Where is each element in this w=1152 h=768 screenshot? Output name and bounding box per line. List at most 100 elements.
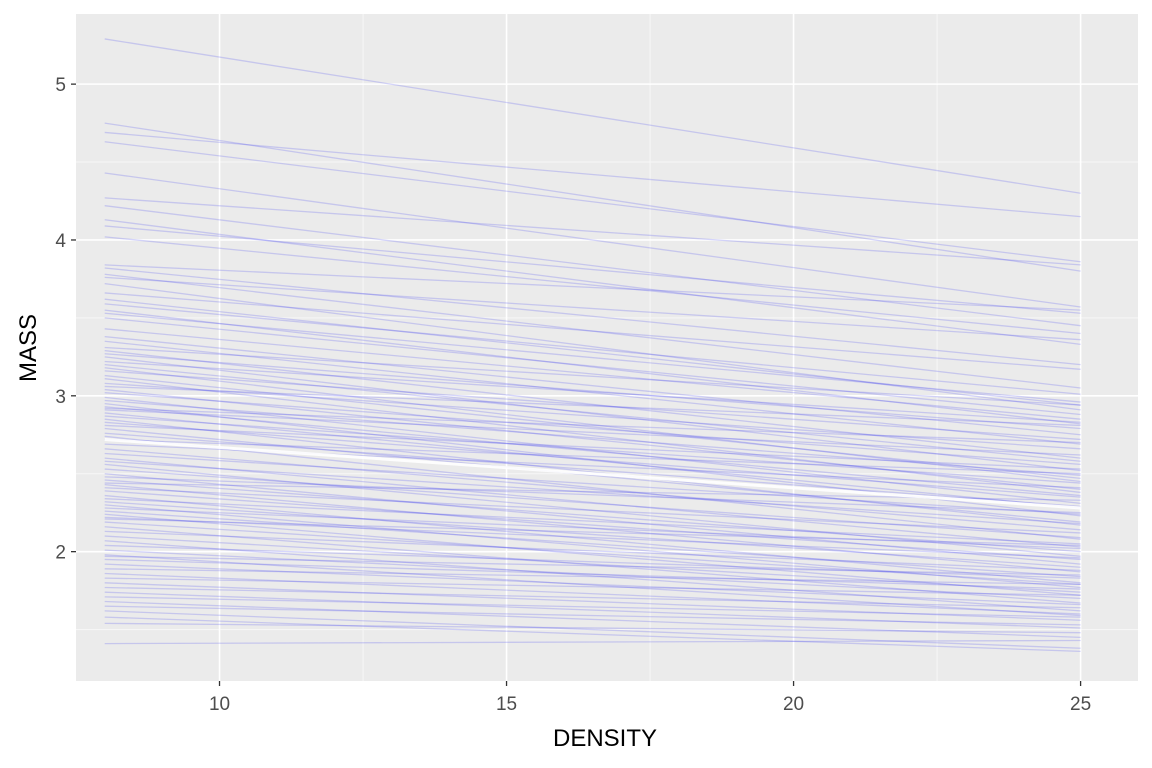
series-line-79 xyxy=(104,558,1081,590)
series-line-46 xyxy=(104,424,1081,470)
series-line-22 xyxy=(104,340,1081,445)
series-line-26 xyxy=(104,356,1081,472)
series-line-28 xyxy=(104,363,1081,462)
series-line-5 xyxy=(104,172,1081,308)
series-line-27 xyxy=(104,360,1081,423)
series-line-15 xyxy=(104,292,1081,370)
series-line-10 xyxy=(104,236,1081,335)
series-line-62 xyxy=(104,490,1081,561)
series-line-41 xyxy=(104,409,1081,456)
series-line-16 xyxy=(104,298,1081,406)
x-tick-label: 20 xyxy=(783,694,804,715)
series-line-38 xyxy=(104,399,1081,476)
x-axis-title: DENSITY xyxy=(553,725,657,752)
series-line-74 xyxy=(104,535,1081,593)
major-gridlines xyxy=(76,14,1138,681)
series-line-48 xyxy=(104,432,1081,508)
series-line-64 xyxy=(104,498,1081,545)
x-axis-ticks: 10 15 20 25 xyxy=(209,681,1091,715)
series-line-18 xyxy=(104,309,1081,425)
y-axis-title: MASS xyxy=(15,314,42,382)
x-tick-label: 10 xyxy=(209,694,230,715)
series-line-70 xyxy=(104,516,1081,559)
series-line-37 xyxy=(104,396,1081,504)
highlight-line-group xyxy=(104,437,1081,510)
series-line-51 xyxy=(104,448,1081,531)
series-line-86 xyxy=(104,591,1081,629)
series-line-21 xyxy=(104,335,1081,436)
series-line-57 xyxy=(104,473,1081,565)
series-line-95 xyxy=(104,328,1081,420)
series-line-61 xyxy=(104,487,1081,534)
series-line-14 xyxy=(104,276,1081,341)
series-line-11 xyxy=(104,264,1081,311)
series-line-6 xyxy=(104,197,1081,266)
series-line-3 xyxy=(104,131,1081,218)
series-line-90 xyxy=(104,610,1081,649)
series-line-72 xyxy=(104,526,1081,604)
series-line-20 xyxy=(104,317,1081,416)
series-line-76 xyxy=(104,544,1081,579)
series-line-73 xyxy=(104,530,1081,572)
series-line-13 xyxy=(104,273,1081,389)
series-line-7 xyxy=(104,205,1081,327)
series-line-71 xyxy=(104,521,1081,586)
series-line-94 xyxy=(104,282,1081,411)
series-line-60 xyxy=(104,483,1081,573)
series-line-81 xyxy=(104,568,1081,586)
series-line-96 xyxy=(104,407,1081,444)
series-line-99 xyxy=(104,518,1081,547)
series-line-9 xyxy=(104,225,1081,314)
series-line-42 xyxy=(104,412,1081,509)
y-tick-label: 2 xyxy=(55,543,66,564)
series-line-30 xyxy=(104,370,1081,441)
series-line-52 xyxy=(104,452,1081,515)
series-line-75 xyxy=(104,540,1081,612)
series-line-31 xyxy=(104,374,1081,480)
series-line-80 xyxy=(104,563,1081,606)
series-line-59 xyxy=(104,479,1081,553)
series-line-29 xyxy=(104,367,1081,483)
series-line-33 xyxy=(104,382,1081,450)
series-line-55 xyxy=(104,463,1081,557)
y-tick-label: 4 xyxy=(55,231,66,252)
series-line-82 xyxy=(104,572,1081,615)
series-line-67 xyxy=(104,507,1081,550)
series-line-12 xyxy=(104,267,1081,366)
series-line-45 xyxy=(104,421,1081,498)
minor-gridlines xyxy=(76,14,1138,681)
series-line-1 xyxy=(104,38,1081,194)
series-line-4 xyxy=(104,141,1081,263)
series-line-87 xyxy=(104,596,1081,618)
series-line-66 xyxy=(104,504,1081,589)
highlight-line xyxy=(104,437,1081,510)
y-tick-label: 5 xyxy=(55,75,66,96)
series-line-47 xyxy=(104,427,1081,523)
y-axis-ticks: 2 3 4 5 xyxy=(55,75,76,564)
series-line-56 xyxy=(104,468,1081,539)
series-lines xyxy=(104,38,1081,653)
series-line-84 xyxy=(104,582,1081,621)
series-line-69 xyxy=(104,513,1081,596)
series-line-24 xyxy=(104,349,1081,459)
series-line-25 xyxy=(104,353,1081,430)
series-line-54 xyxy=(104,460,1081,525)
series-line-17 xyxy=(104,303,1081,395)
series-line-23 xyxy=(104,346,1081,406)
series-line-8 xyxy=(104,219,1081,346)
series-line-83 xyxy=(104,577,1081,596)
series-line-68 xyxy=(104,510,1081,578)
series-line-32 xyxy=(104,378,1081,494)
series-line-78 xyxy=(104,554,1081,617)
series-line-34 xyxy=(104,385,1081,427)
series-line-89 xyxy=(104,605,1081,626)
series-line-19 xyxy=(104,312,1081,403)
series-line-44 xyxy=(104,418,1081,526)
series-line-2 xyxy=(104,122,1081,272)
series-line-43 xyxy=(104,415,1081,484)
series-line-49 xyxy=(104,435,1081,540)
series-line-53 xyxy=(104,457,1081,548)
series-line-35 xyxy=(104,388,1081,490)
plot-panel xyxy=(76,14,1138,681)
